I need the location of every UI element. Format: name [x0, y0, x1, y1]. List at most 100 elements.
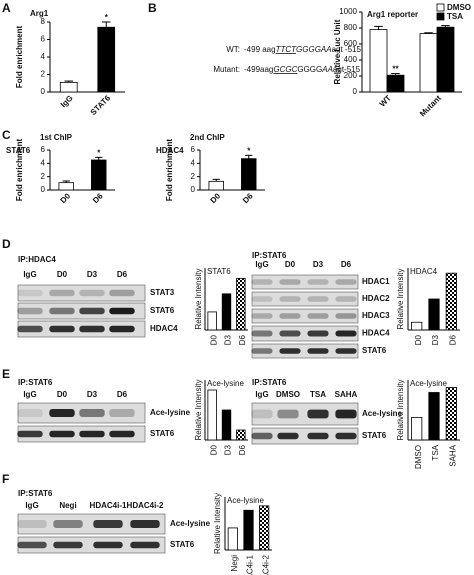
chart-title: 2nd ChIP: [190, 133, 225, 142]
chart-subtitle: HDAC4: [156, 146, 184, 155]
chart-title: 1st ChIP: [40, 133, 73, 142]
lane-label: D3: [87, 390, 98, 399]
blot-band: [279, 313, 301, 319]
y-tick-label: 6: [191, 145, 196, 154]
x-tick-label: D3: [224, 444, 233, 455]
blot-band: [279, 296, 301, 302]
lane-label: D6: [117, 270, 128, 279]
x-tick-label: Mutant: [418, 93, 443, 118]
chart-title: STAT6: [207, 267, 231, 276]
blot-band: [251, 279, 273, 285]
x-tick-label: TSA: [431, 444, 440, 460]
blot-band: [17, 307, 43, 315]
y-axis-label: Relative Intensity: [396, 269, 405, 330]
blot-band: [335, 296, 357, 302]
y-tick-label: 1000: [339, 7, 357, 16]
error-bar: [102, 21, 111, 28]
blot-strip: [17, 284, 146, 302]
panel-letter: B: [148, 1, 157, 15]
bar: [208, 180, 224, 191]
blot-band: [130, 520, 160, 528]
blot-band: [251, 296, 273, 302]
bar: [369, 29, 388, 93]
lane-label: D6: [117, 390, 128, 399]
significance: *: [247, 146, 251, 155]
sequence-label: WT:: [226, 45, 240, 54]
bar: [207, 311, 217, 331]
significance: *: [105, 13, 109, 22]
error-bar: [391, 73, 400, 76]
row-label: STAT6: [150, 429, 175, 438]
row-label: HDAC4: [362, 329, 390, 338]
lane-label: DMSO: [276, 390, 300, 399]
sequence-label: Mutant:: [213, 65, 240, 74]
row-label: STAT6: [362, 346, 387, 355]
y-tick-label: 8: [41, 17, 46, 26]
blot-band: [109, 430, 135, 438]
bar: [428, 298, 440, 331]
row-label: HDAC1: [362, 277, 390, 286]
bar: [243, 509, 254, 551]
blot-band: [49, 307, 75, 315]
blot-band: [79, 289, 105, 297]
y-tick-label: 2: [41, 70, 46, 79]
y-tick-label: 600: [344, 39, 358, 48]
y-axis-label: Relative Intensity: [194, 380, 203, 441]
lane-label: D0: [285, 260, 296, 269]
sequence-part: agt -515: [332, 45, 362, 54]
lane-label: IgG: [23, 390, 36, 399]
y-tick-label: 0: [41, 87, 46, 96]
bar: [445, 272, 457, 331]
y-tick-label: 4: [41, 158, 46, 167]
lane-label: HDAC4i-1: [90, 501, 127, 510]
bar: [411, 321, 423, 331]
lane-label: IgG: [25, 501, 38, 510]
legend-label: TSA: [447, 12, 463, 21]
blot-band: [307, 409, 329, 419]
y-axis-label: Fold enrichment: [165, 139, 174, 202]
bar: [236, 429, 246, 441]
sequence: -499aagGCGCGGGGAAagt-515: [244, 65, 361, 74]
blot-strip: [251, 402, 359, 426]
blot-band: [307, 313, 329, 319]
y-tick-label: 4: [191, 158, 196, 167]
blot-band: [49, 430, 75, 438]
blot-band: [49, 409, 75, 417]
blot-strip: [17, 513, 166, 535]
lane-label: D6: [341, 260, 352, 269]
blot-band: [335, 313, 357, 319]
blot-band: [335, 279, 357, 285]
chart-title: Ace-lysine: [410, 379, 447, 388]
blot-strip: [251, 274, 359, 290]
blot-band: [93, 541, 123, 549]
blot-band: [17, 520, 47, 528]
x-tick-label: D3: [431, 334, 440, 345]
y-tick-label: 6: [41, 145, 46, 154]
legend-label: DMSO: [447, 3, 471, 12]
blot-strip: [251, 308, 359, 324]
blot-band: [277, 432, 299, 440]
legend-swatch: [436, 12, 445, 21]
y-tick-label: 6: [41, 35, 46, 44]
x-tick-label: D3: [224, 334, 233, 345]
panel-letter: F: [2, 472, 9, 486]
lane-label: Negi: [59, 501, 76, 510]
lane-label: D3: [313, 260, 324, 269]
x-tick-label: WT: [378, 93, 393, 108]
row-label: HDAC4: [150, 324, 178, 333]
error-bar: [62, 180, 70, 183]
chart-subtitle: STAT6: [6, 146, 31, 155]
x-tick-label: D6: [238, 444, 247, 455]
blot-band: [307, 348, 329, 354]
blot-band: [279, 279, 301, 285]
blot-title: IP:HDAC4: [18, 255, 56, 264]
chart-title: Ace-lysine: [207, 379, 244, 388]
bar: [59, 81, 78, 93]
lane-label: HDAC4i-2: [127, 501, 164, 510]
significance: *: [97, 148, 101, 157]
bar: [221, 409, 232, 441]
row-label: HDAC2: [362, 294, 390, 303]
blot-band: [17, 430, 43, 438]
chart-title: HDAC4: [410, 267, 438, 276]
